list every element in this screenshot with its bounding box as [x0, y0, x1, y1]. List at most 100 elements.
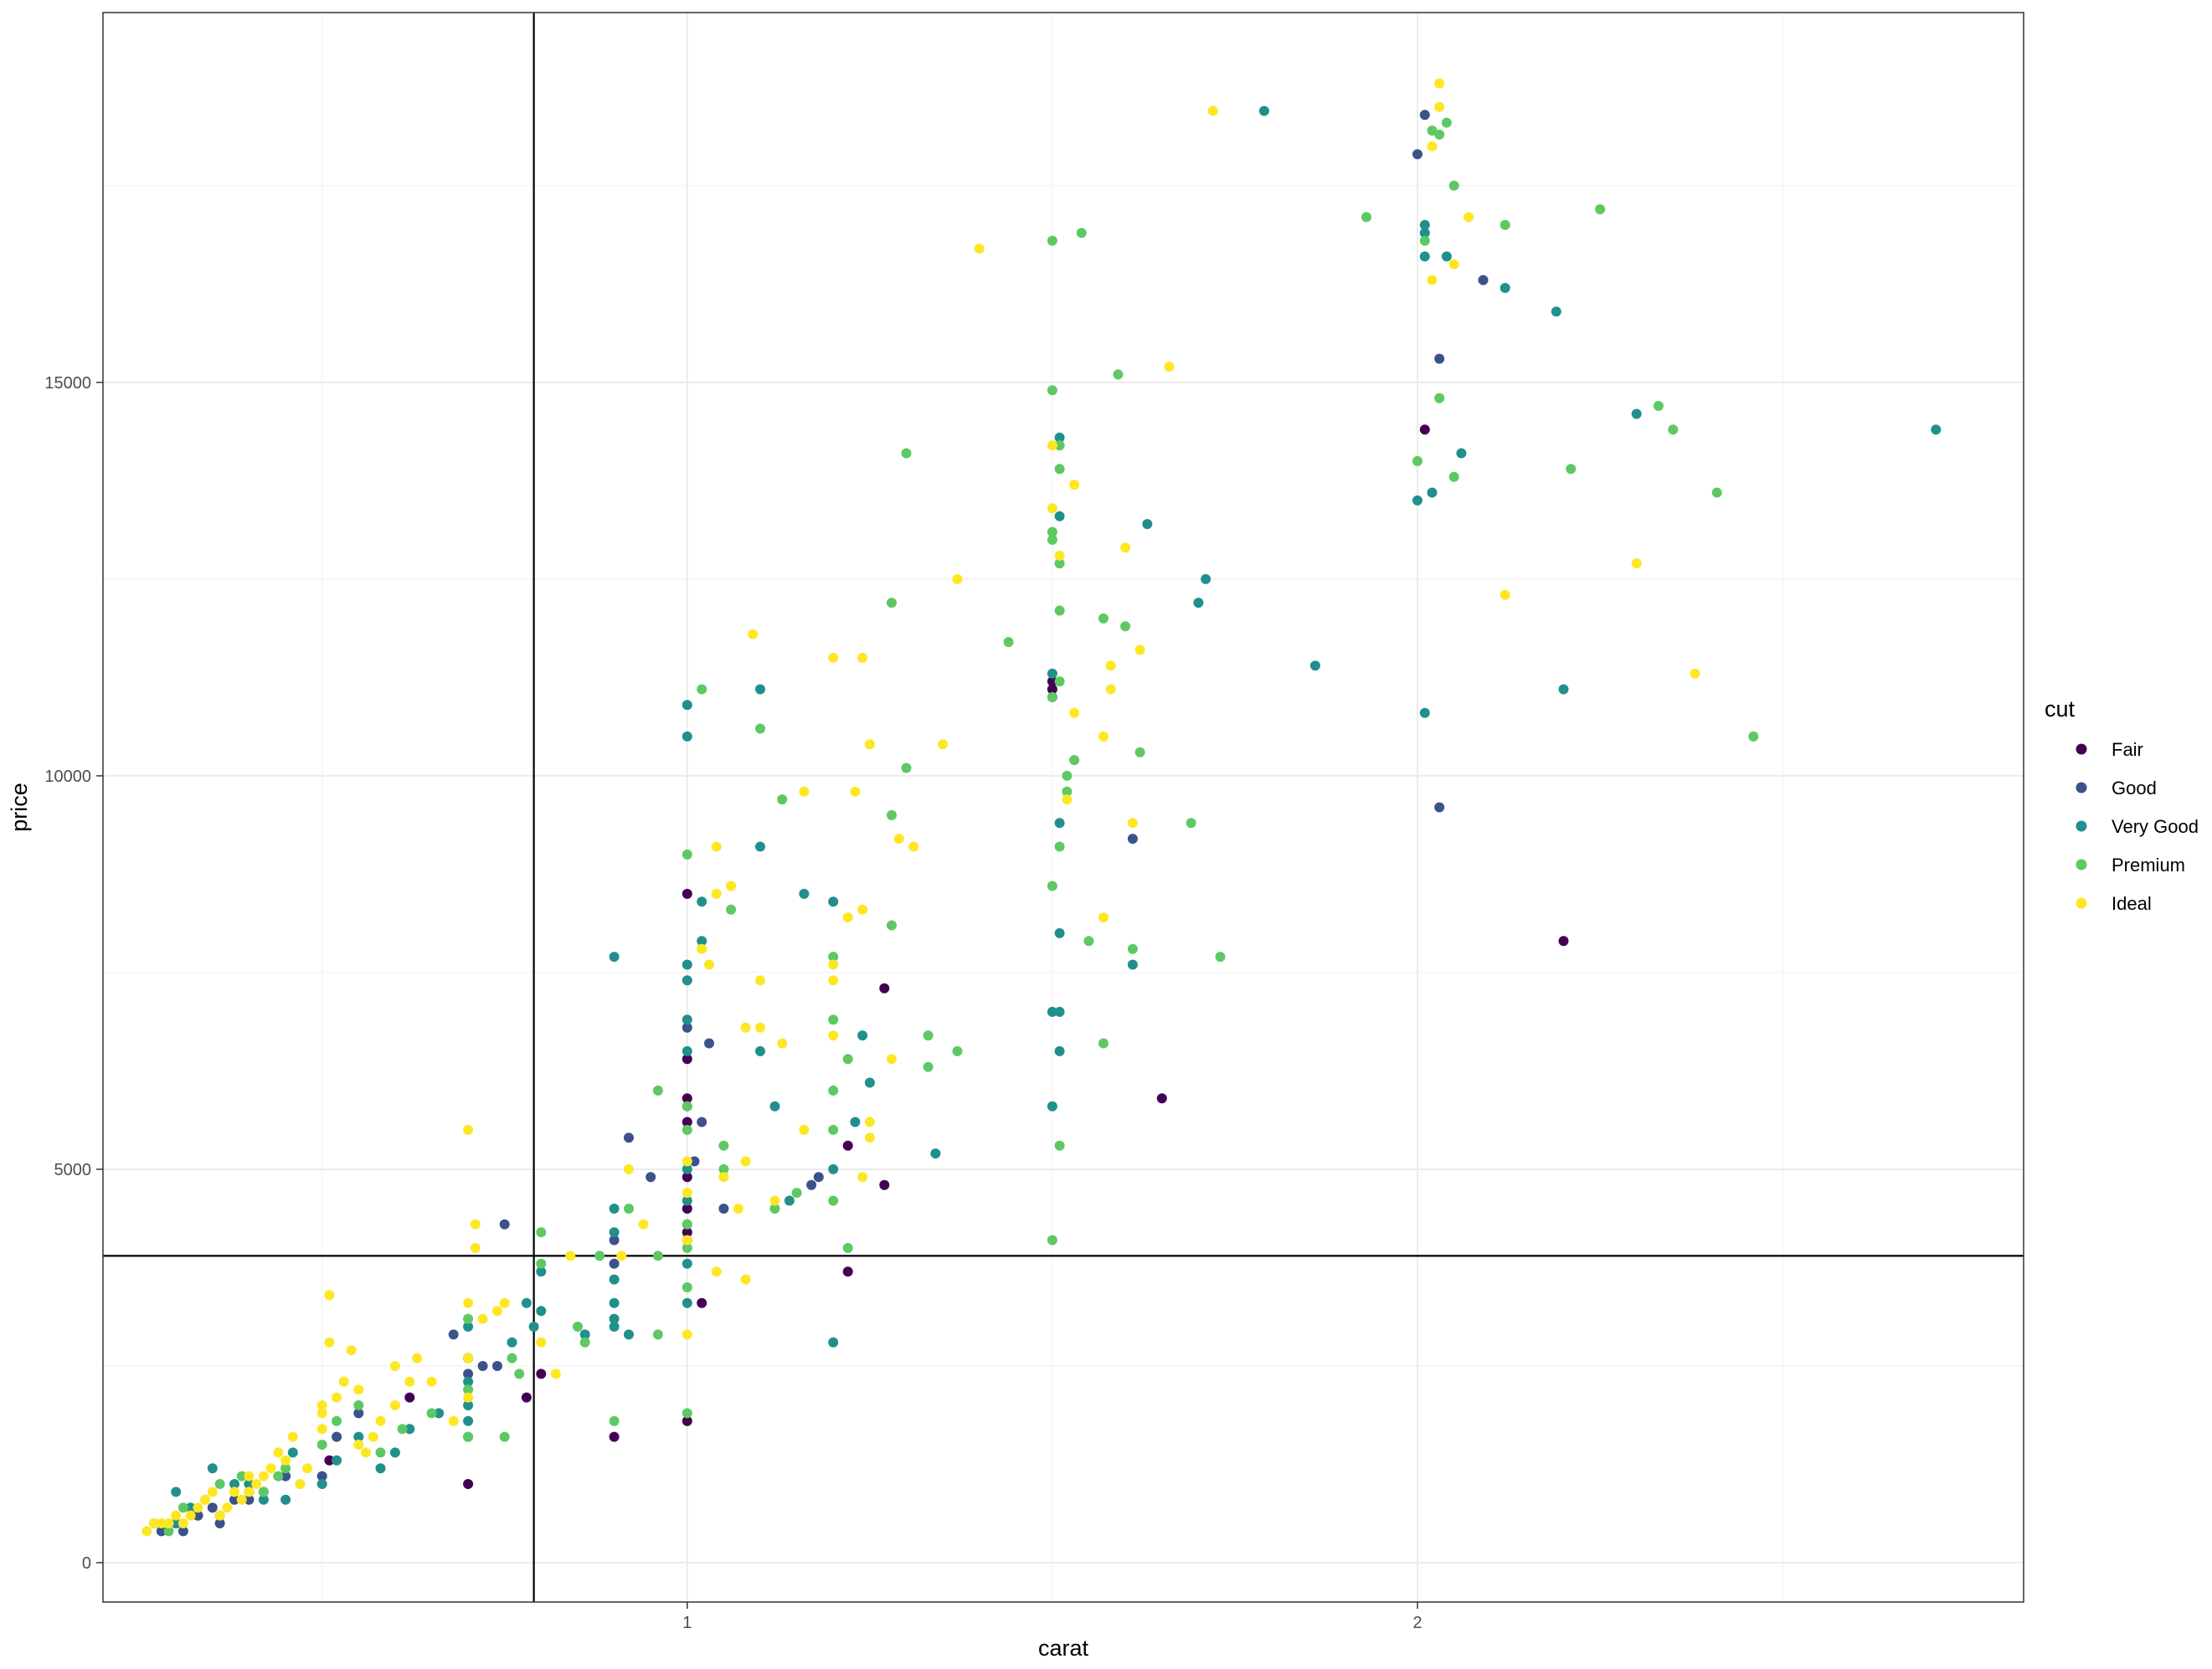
data-point — [864, 739, 875, 750]
data-point — [332, 1455, 342, 1466]
data-point — [682, 888, 692, 899]
data-point — [682, 1045, 692, 1056]
data-point — [682, 849, 692, 860]
data-point — [624, 1204, 634, 1214]
data-point — [748, 629, 759, 639]
data-point — [1054, 550, 1065, 561]
data-point — [280, 1463, 291, 1474]
legend-key — [2076, 820, 2087, 832]
data-point — [1120, 621, 1131, 632]
data-point — [755, 1022, 765, 1033]
legend-key — [2076, 897, 2087, 909]
data-point — [463, 1376, 474, 1387]
data-point — [338, 1376, 349, 1387]
data-point — [828, 1085, 839, 1096]
data-point — [879, 1179, 890, 1190]
data-point — [864, 1132, 875, 1143]
data-point — [609, 1235, 620, 1245]
data-point — [389, 1361, 400, 1371]
data-point — [1127, 943, 1138, 954]
data-point — [718, 1163, 729, 1174]
data-point — [697, 1297, 707, 1308]
data-point — [404, 1424, 415, 1435]
data-point — [857, 904, 868, 915]
data-point — [1500, 219, 1510, 230]
data-point — [1668, 424, 1679, 435]
data-point — [682, 1093, 692, 1104]
data-point — [1186, 818, 1196, 829]
data-point — [864, 1077, 875, 1088]
data-point — [624, 1132, 634, 1143]
data-point — [163, 1518, 174, 1528]
data-point — [1105, 660, 1116, 671]
data-point — [609, 1313, 620, 1324]
data-point — [1054, 605, 1065, 616]
data-point — [755, 1045, 765, 1056]
data-points — [141, 78, 1942, 1537]
data-point — [536, 1369, 547, 1379]
data-point — [470, 1219, 481, 1230]
data-point — [375, 1447, 386, 1458]
data-point — [755, 841, 765, 852]
data-point — [799, 1124, 810, 1135]
data-point — [1419, 235, 1430, 246]
data-point — [887, 920, 897, 931]
data-point — [463, 1322, 474, 1332]
data-point — [368, 1431, 378, 1442]
data-point — [1098, 731, 1109, 742]
data-point — [536, 1266, 547, 1277]
data-point — [1201, 573, 1211, 584]
data-point — [1419, 228, 1430, 239]
data-point — [755, 975, 765, 986]
data-point — [404, 1392, 415, 1403]
y-tick-label: 15000 — [44, 374, 91, 393]
data-point — [1412, 495, 1422, 506]
data-point — [1134, 644, 1145, 655]
data-point — [404, 1376, 415, 1387]
data-point — [1448, 259, 1459, 270]
legend-key — [2076, 859, 2087, 870]
data-point — [609, 1227, 620, 1238]
data-point — [857, 1172, 868, 1183]
data-point — [609, 1322, 620, 1332]
data-point — [682, 959, 692, 970]
data-point — [1054, 558, 1065, 569]
data-point — [258, 1494, 269, 1505]
data-point — [682, 1054, 692, 1065]
data-point — [1500, 283, 1510, 293]
data-point — [682, 1408, 692, 1419]
legend-label: Premium — [2112, 855, 2185, 876]
data-point — [1419, 707, 1430, 718]
data-point — [434, 1408, 445, 1419]
data-point — [726, 881, 737, 891]
data-point — [346, 1345, 357, 1356]
data-point — [682, 975, 692, 986]
data-point — [214, 1510, 225, 1521]
data-point — [1142, 519, 1153, 530]
data-point — [1427, 487, 1438, 498]
data-point — [1464, 212, 1474, 223]
data-point — [1558, 936, 1569, 947]
data-point — [652, 1085, 663, 1096]
data-point — [193, 1510, 203, 1521]
data-point — [769, 1195, 780, 1206]
data-point — [1047, 684, 1057, 695]
data-point — [682, 700, 692, 711]
data-point — [324, 1337, 335, 1348]
data-point — [857, 652, 868, 663]
data-point — [265, 1463, 276, 1474]
data-point — [499, 1219, 510, 1230]
data-point — [769, 1204, 780, 1214]
data-point — [1054, 676, 1065, 687]
data-point — [324, 1290, 335, 1301]
data-point — [1690, 668, 1700, 679]
data-point — [1566, 464, 1577, 475]
data-point — [718, 1172, 729, 1183]
data-point — [1113, 369, 1124, 380]
data-point — [499, 1431, 510, 1442]
data-point — [1427, 141, 1438, 151]
data-point — [682, 1117, 692, 1127]
data-point — [609, 1297, 620, 1308]
y-tick-label: 10000 — [44, 768, 91, 786]
